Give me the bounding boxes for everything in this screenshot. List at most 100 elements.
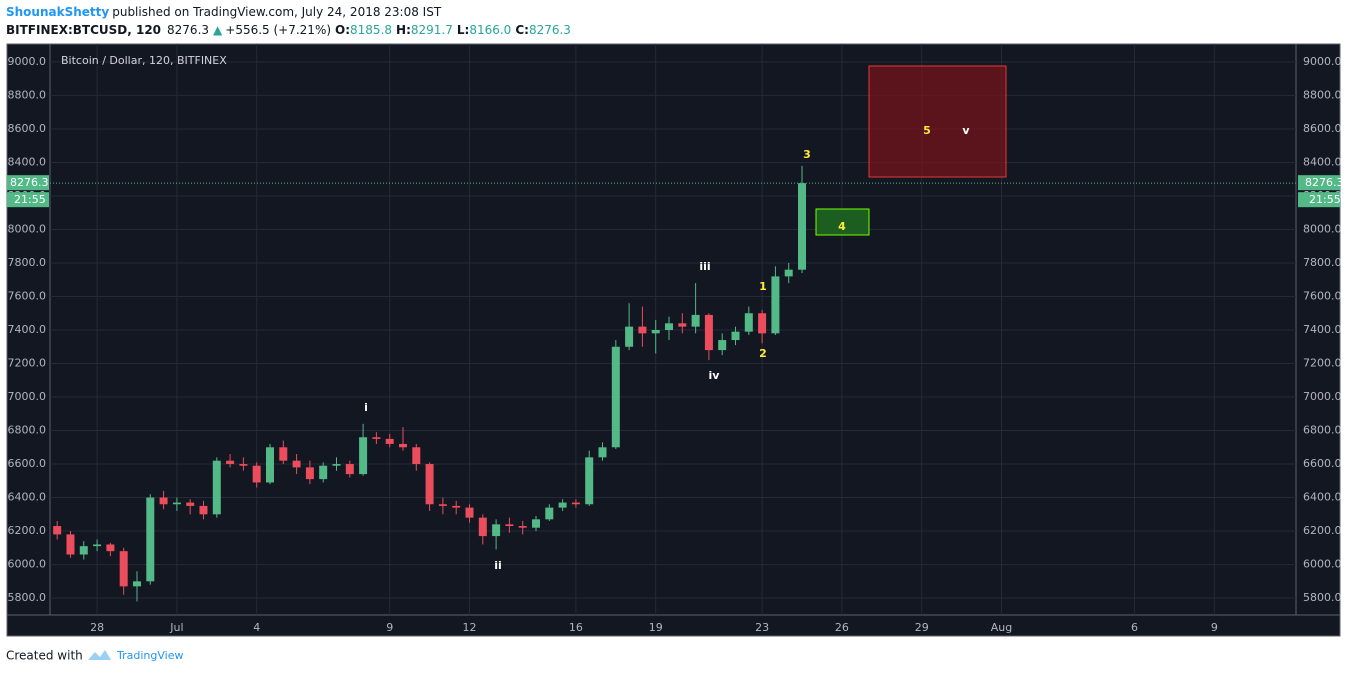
countdown-tag bbox=[1298, 192, 1340, 208]
y-tick-label: 8400.0 bbox=[8, 155, 47, 168]
x-tick-label: Jul bbox=[169, 621, 183, 634]
y-tick-label: 7400.0 bbox=[8, 323, 47, 336]
y-tick-label: 5800.0 bbox=[8, 591, 47, 604]
x-tick-label: 16 bbox=[569, 621, 583, 634]
candle-body bbox=[598, 447, 607, 458]
c-label: C: bbox=[515, 23, 529, 37]
candle-body bbox=[398, 443, 407, 448]
candle-body bbox=[93, 544, 102, 547]
grid bbox=[50, 44, 1296, 615]
candle-body bbox=[651, 330, 660, 334]
candle-body bbox=[678, 323, 687, 327]
candle-body bbox=[585, 457, 594, 505]
y2-tick-label: 7600.0 bbox=[1303, 289, 1342, 302]
candle-body bbox=[571, 502, 580, 505]
y-tick-label: 8800.0 bbox=[8, 88, 47, 101]
c: 8276.3 bbox=[529, 23, 571, 37]
candle-body bbox=[465, 507, 474, 518]
candle-body bbox=[518, 526, 527, 528]
symbol-line: BITFINEX:BTCUSD, 120 8276.3 ▲ +556.5 (+7.21… bbox=[6, 23, 571, 37]
y-tick-label: 7800.0 bbox=[8, 256, 47, 269]
countdown-label: 21:55 bbox=[1309, 193, 1341, 206]
candle-body bbox=[199, 505, 208, 515]
candle-body bbox=[345, 464, 354, 475]
y2-tick-label: 9000.0 bbox=[1303, 55, 1342, 68]
y2-tick-label: 8600.0 bbox=[1303, 122, 1342, 135]
wave-label: iv bbox=[709, 369, 721, 382]
symbol: BITFINEX:BTCUSD, 120 bbox=[6, 23, 161, 37]
tv-logo bbox=[88, 650, 111, 660]
y2-tick-label: 7800.0 bbox=[1303, 256, 1342, 269]
target-box bbox=[868, 65, 1007, 178]
candle-body bbox=[132, 581, 141, 587]
candle-body bbox=[784, 269, 793, 277]
wave-label: 5 bbox=[923, 124, 931, 137]
candle-body bbox=[79, 546, 88, 555]
candle-body bbox=[638, 326, 647, 334]
y-tick-label: 6000.0 bbox=[8, 558, 47, 571]
candle-body bbox=[252, 465, 261, 483]
candle-body bbox=[239, 464, 248, 466]
candle-body bbox=[359, 437, 368, 475]
candles bbox=[53, 165, 807, 602]
wave-label: 3 bbox=[803, 148, 811, 161]
y-tick-label: 6200.0 bbox=[8, 524, 47, 537]
candle-body bbox=[226, 460, 235, 465]
candle-body bbox=[438, 504, 447, 506]
candle-body bbox=[625, 326, 634, 347]
y-tick-label: 9000.0 bbox=[8, 55, 47, 68]
y2-tick-label: 6400.0 bbox=[1303, 491, 1342, 504]
last-price-label: 8276.3 bbox=[10, 176, 49, 189]
candle-body bbox=[319, 465, 328, 480]
countdown-label: 21:55 bbox=[14, 193, 46, 206]
y2-tick-label: 7400.0 bbox=[1303, 323, 1342, 336]
candle-body bbox=[425, 464, 434, 505]
chart-title: Bitcoin / Dollar, 120, BITFINEX bbox=[61, 54, 227, 67]
candle-body bbox=[758, 313, 767, 334]
y-tick-label: 7200.0 bbox=[8, 357, 47, 370]
wave-label: 2 bbox=[759, 347, 767, 360]
candle-body bbox=[265, 447, 274, 483]
candle-body bbox=[478, 517, 487, 537]
author[interactable]: ShounakShetty bbox=[6, 5, 109, 19]
wave-label: 4 bbox=[838, 220, 846, 233]
candle-body bbox=[798, 183, 807, 270]
y2-tick-label: 8800.0 bbox=[1303, 88, 1342, 101]
wave-label: v bbox=[962, 124, 970, 137]
footer-created: Created with bbox=[6, 649, 83, 663]
wave-label: ii bbox=[494, 559, 502, 572]
change: +556.5 (+7.21%) bbox=[225, 23, 331, 37]
candle-body bbox=[691, 314, 700, 327]
candle-body bbox=[718, 340, 727, 351]
candle-body bbox=[492, 524, 501, 537]
candle-body bbox=[146, 497, 155, 582]
header-line: ShounakShetty published on TradingView.co… bbox=[6, 5, 442, 19]
y2-tick-label: 7000.0 bbox=[1303, 390, 1342, 403]
h: 8291.7 bbox=[411, 23, 453, 37]
candle-body bbox=[172, 502, 181, 505]
y2-tick-label: 6800.0 bbox=[1303, 424, 1342, 437]
y2-tick-label: 8400.0 bbox=[1303, 155, 1342, 168]
x-tick-label: 19 bbox=[649, 621, 663, 634]
wave-label: i bbox=[364, 401, 368, 414]
y-tick-label: 8600.0 bbox=[8, 122, 47, 135]
candle-body bbox=[385, 438, 394, 444]
candle-body bbox=[771, 276, 780, 334]
y2-tick-label: 6600.0 bbox=[1303, 457, 1342, 470]
l-label: L: bbox=[457, 23, 469, 37]
candle-body bbox=[545, 507, 554, 520]
y2-tick-label: 5800.0 bbox=[1303, 591, 1342, 604]
candle-body bbox=[186, 502, 195, 506]
h-label: H: bbox=[396, 23, 411, 37]
candle-body bbox=[665, 323, 674, 331]
y2-tick-label: 8000.0 bbox=[1303, 222, 1342, 235]
x-tick-label: 26 bbox=[835, 621, 849, 634]
candle-body bbox=[53, 526, 62, 535]
x-tick-label: 6 bbox=[1131, 621, 1138, 634]
y-tick-label: 6400.0 bbox=[8, 491, 47, 504]
o: 8185.8 bbox=[350, 23, 392, 37]
y-tick-label: 8000.0 bbox=[8, 222, 47, 235]
candle-body bbox=[212, 460, 221, 515]
footer-brand[interactable]: TradingView bbox=[116, 649, 183, 662]
